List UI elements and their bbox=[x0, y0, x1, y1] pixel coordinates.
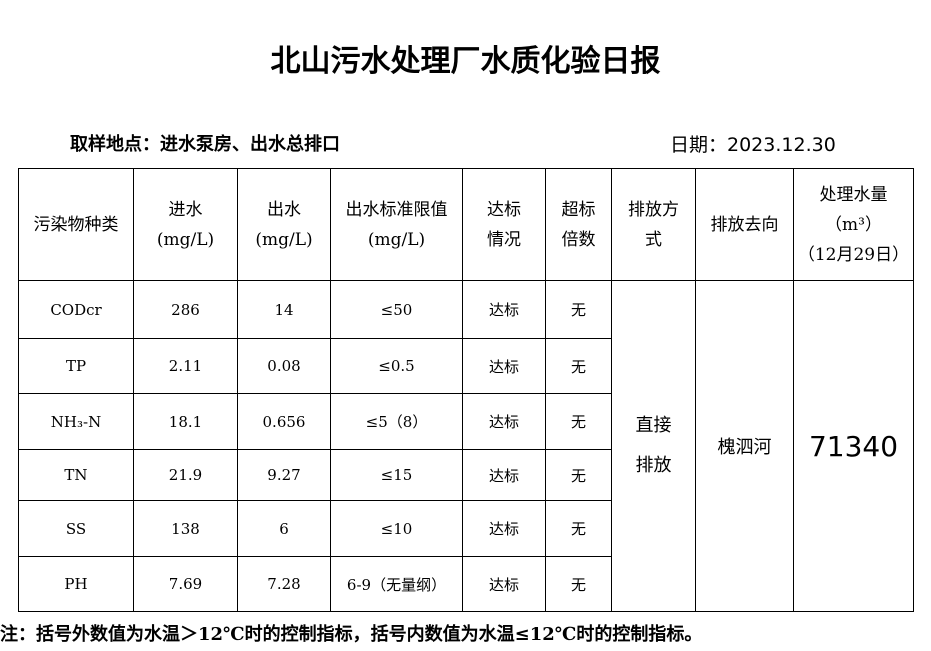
cell: 6-9（无量纲） bbox=[330, 556, 463, 612]
treated-volume: 71340 bbox=[793, 280, 914, 612]
header-line: （12月29日） bbox=[797, 244, 910, 265]
header-cell: 出水 (mg/L) bbox=[237, 168, 331, 281]
cell: 7.28 bbox=[237, 556, 331, 612]
cell: 无 bbox=[545, 500, 612, 557]
header-line: 情况 bbox=[487, 229, 521, 250]
header-cell: 超标 倍数 bbox=[545, 168, 612, 281]
cell: ≤10 bbox=[330, 500, 463, 557]
cell: 达标 bbox=[462, 393, 546, 450]
header-line: 进水 bbox=[168, 199, 203, 220]
cell: 0.08 bbox=[237, 338, 331, 394]
header-line: 排放方 bbox=[628, 199, 679, 220]
date: 日期：2023.12.30 bbox=[670, 134, 836, 156]
note: 注：括号外数值为水温＞12℃时的控制指标，括号内数值为水温≤12℃时的控制指标。 bbox=[0, 624, 703, 645]
header-cell: 出水标准限值 (mg/L) bbox=[330, 168, 463, 281]
cell: 达标 bbox=[462, 500, 546, 557]
data-row: SS 138 6 ≤10 达标无 bbox=[18, 500, 914, 557]
method-line: 排放 bbox=[635, 455, 672, 476]
cell: 6 bbox=[237, 500, 331, 557]
cell: SS bbox=[18, 500, 134, 557]
cell: TP bbox=[18, 338, 134, 394]
data-row: CODcr 286 14 ≤50 达标无直接 排放 槐泗河 71340 bbox=[18, 280, 914, 612]
cell: NH₃-N bbox=[18, 393, 134, 450]
report-table: 污染物种类 进水 (mg/L) 出水 (mg/L) 出水标准限值 (mg/L) 达标 情况 超标倍… bbox=[18, 168, 914, 612]
header-line: 处理水量 bbox=[819, 184, 888, 205]
header-cell: 处理水量 （m³） （12月29日） bbox=[793, 168, 914, 281]
header-line: 出水 bbox=[267, 199, 301, 220]
header-line: 出水标准限值 bbox=[345, 199, 448, 220]
cell: 138 bbox=[133, 500, 238, 557]
header-line: (mg/L) bbox=[255, 229, 313, 250]
cell: 2.11 bbox=[133, 338, 238, 394]
cell: 9.27 bbox=[237, 449, 331, 501]
cell: PH bbox=[18, 556, 134, 612]
header-line: 排放去向 bbox=[710, 214, 779, 235]
header-row: 污染物种类 进水 (mg/L) 出水 (mg/L) 出水标准限值 (mg/L) 达标 情况 超标倍… bbox=[18, 168, 914, 281]
cell: 达标 bbox=[462, 449, 546, 501]
cell: 无 bbox=[545, 449, 612, 501]
header-line: (mg/L) bbox=[156, 229, 215, 250]
cell: 达标 bbox=[462, 556, 546, 612]
header-cell: 排放去向 bbox=[695, 168, 794, 281]
discharge-destination: 槐泗河 bbox=[695, 280, 794, 612]
title: 北山污水处理厂水质化验日报 bbox=[270, 44, 661, 79]
discharge-method: 直接 排放 bbox=[611, 280, 696, 612]
method-line: 直接 bbox=[635, 415, 672, 436]
cell: 286 bbox=[133, 280, 238, 339]
cell: ≤50 bbox=[330, 280, 463, 339]
cell: 无 bbox=[545, 556, 612, 612]
header-line: 倍数 bbox=[561, 229, 596, 250]
cell: 14 bbox=[237, 280, 331, 339]
cell: CODcr bbox=[18, 280, 134, 339]
cell: ≤5（8） bbox=[330, 393, 463, 450]
cell: TN bbox=[18, 449, 134, 501]
data-row: TP 2.11 0.08 ≤0.5 达标无 bbox=[18, 338, 914, 394]
cell: 无 bbox=[545, 338, 612, 394]
header-cell: 进水 (mg/L) bbox=[133, 168, 238, 281]
cell: ≤0.5 bbox=[330, 338, 463, 394]
cell: 无 bbox=[545, 280, 612, 339]
header-line: 超标 bbox=[561, 199, 596, 220]
data-row: TN 21.9 9.27 ≤15 达标无 bbox=[18, 449, 914, 501]
cell: 21.9 bbox=[133, 449, 238, 501]
header-line: 污染物种类 bbox=[33, 214, 119, 235]
header-line: （m³） bbox=[825, 214, 882, 235]
cell: 达标 bbox=[462, 280, 546, 339]
table-body: CODcr 286 14 ≤50 达标无直接 排放 槐泗河 71340 TP 2.11 0.08 ≤0… bbox=[18, 280, 914, 612]
header-cell: 排放方式 bbox=[611, 168, 696, 281]
data-row: PH 7.69 7.28 6-9（无量纲） 达标无 bbox=[18, 556, 914, 612]
cell: 18.1 bbox=[133, 393, 238, 450]
header-cell: 污染物种类 bbox=[18, 168, 134, 281]
data-row: NH₃-N 18.1 0.656 ≤5（8） 达标无 bbox=[18, 393, 914, 450]
header-line: 达标 bbox=[487, 199, 521, 220]
header-line: 式 bbox=[645, 229, 662, 250]
header-line: (mg/L) bbox=[367, 229, 426, 250]
cell: ≤15 bbox=[330, 449, 463, 501]
cell: 7.69 bbox=[133, 556, 238, 612]
header-cell: 达标 情况 bbox=[462, 168, 546, 281]
location: 取样地点：进水泵房、出水总排口 bbox=[70, 134, 340, 155]
cell: 0.656 bbox=[237, 393, 331, 450]
cell: 无 bbox=[545, 393, 612, 450]
cell: 达标 bbox=[462, 338, 546, 394]
